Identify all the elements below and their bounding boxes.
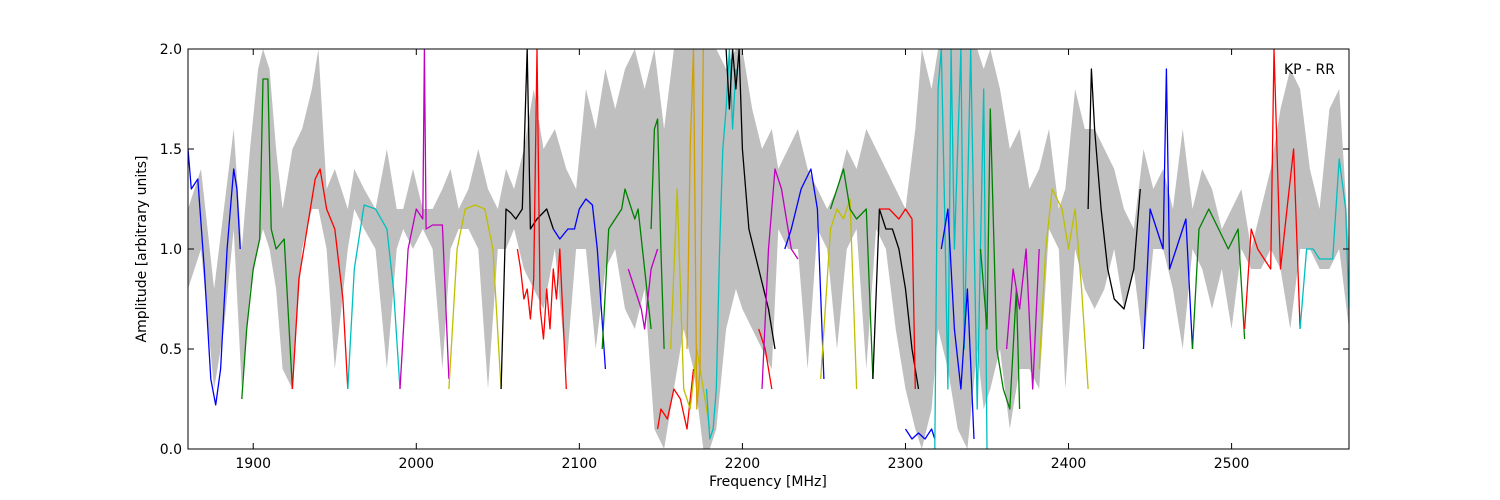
series-line-cyan-25: [934, 49, 988, 449]
series-line-red-33: [1243, 49, 1301, 330]
series-line-magenta-28: [1005, 248, 1040, 390]
series-line-blue-26: [940, 208, 975, 440]
series-line-green-32: [1191, 208, 1246, 350]
y-tick-label: 0.5: [160, 342, 182, 358]
y-axis: 0.0 0.5 1.0 1.5 2.0: [160, 42, 1349, 458]
series-line-green-1: [241, 78, 294, 400]
y-tick-label: 2.0: [160, 42, 182, 58]
x-tick-label: 2300: [888, 456, 924, 472]
series-line-yellow-29: [1038, 188, 1089, 390]
x-tick-label: 2400: [1051, 456, 1087, 472]
series-line-black-6: [500, 49, 554, 390]
series-line-green-9: [601, 188, 652, 350]
x-tick-label: 2000: [398, 456, 434, 472]
y-tick-label: 0.0: [160, 442, 182, 458]
series-line-yellow-5: [448, 204, 502, 390]
series-line-red-12: [656, 368, 695, 430]
x-tick-label: 2100: [562, 456, 598, 472]
x-tick-label: 2200: [725, 456, 761, 472]
x-tick-label: 1900: [235, 456, 271, 472]
series-line-orange-14: [686, 49, 704, 410]
x-axis-label: Frequency [MHz]: [709, 474, 827, 490]
series-line-black-16: [725, 49, 776, 350]
series-line-black-30: [1087, 68, 1141, 310]
y-tick-label: 1.0: [160, 242, 182, 258]
series-line-cyan-34: [1299, 158, 1349, 330]
series-line-green-11: [650, 118, 665, 350]
series-line-green-27: [979, 108, 1021, 410]
series-line-black-22: [872, 208, 920, 390]
series-line-red-23: [879, 208, 916, 390]
series-line-magenta-4: [399, 49, 450, 390]
series-line-cyan-3: [347, 204, 401, 390]
y-axis-label: Amplitude [arbitrary units]: [134, 156, 150, 343]
series-line-blue-0: [188, 148, 241, 406]
series-line-magenta-10: [627, 248, 659, 330]
series-line-red-7: [516, 49, 567, 390]
series-layer: [188, 49, 1349, 449]
y-tick-label: 1.5: [160, 142, 182, 158]
series-line-magenta-18: [761, 168, 799, 390]
series-line-red-17: [758, 328, 773, 390]
series-line-green-21: [829, 168, 874, 380]
series-line-yellow-20: [820, 198, 858, 390]
series-line-red-2: [291, 168, 349, 390]
annotation-label: KP - RR: [1284, 62, 1335, 78]
series-line-blue-31: [1142, 68, 1194, 350]
series-line-blue-19: [784, 168, 825, 380]
series-line-yellow-13: [670, 188, 711, 430]
x-tick-label: 2500: [1214, 456, 1250, 472]
series-line-blue-8: [552, 198, 607, 370]
series-line-blue-24: [904, 428, 936, 440]
x-axis: 1900 2000 2100 2200 2300 2400 2500: [235, 49, 1249, 472]
